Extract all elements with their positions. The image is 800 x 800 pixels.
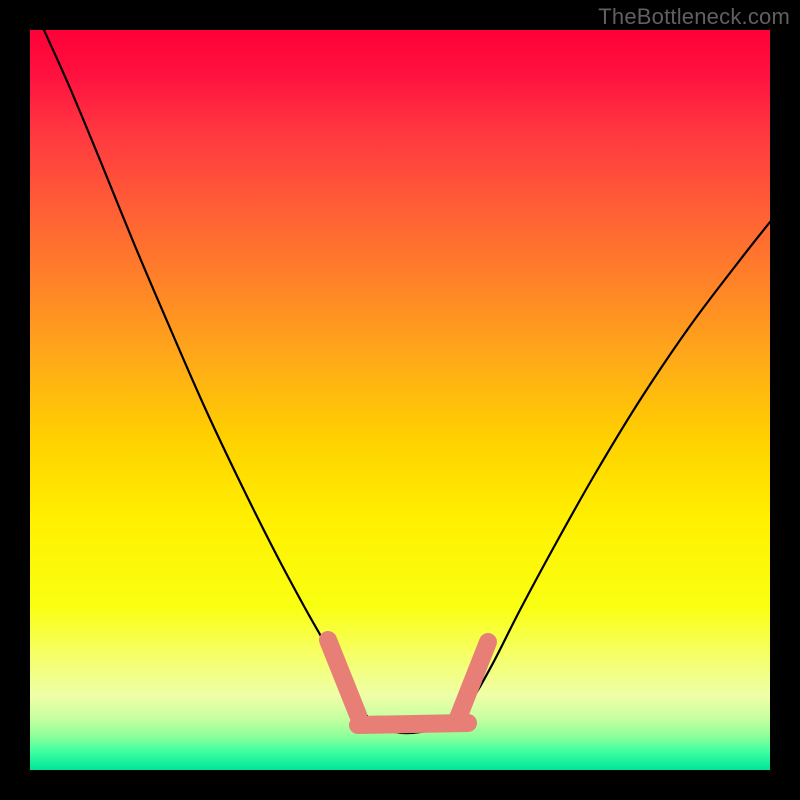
gradient-background xyxy=(30,30,770,770)
watermark-text: TheBottleneck.com xyxy=(598,4,790,30)
chart-stage: TheBottleneck.com xyxy=(0,0,800,800)
bottleneck-curve-chart xyxy=(0,0,800,800)
